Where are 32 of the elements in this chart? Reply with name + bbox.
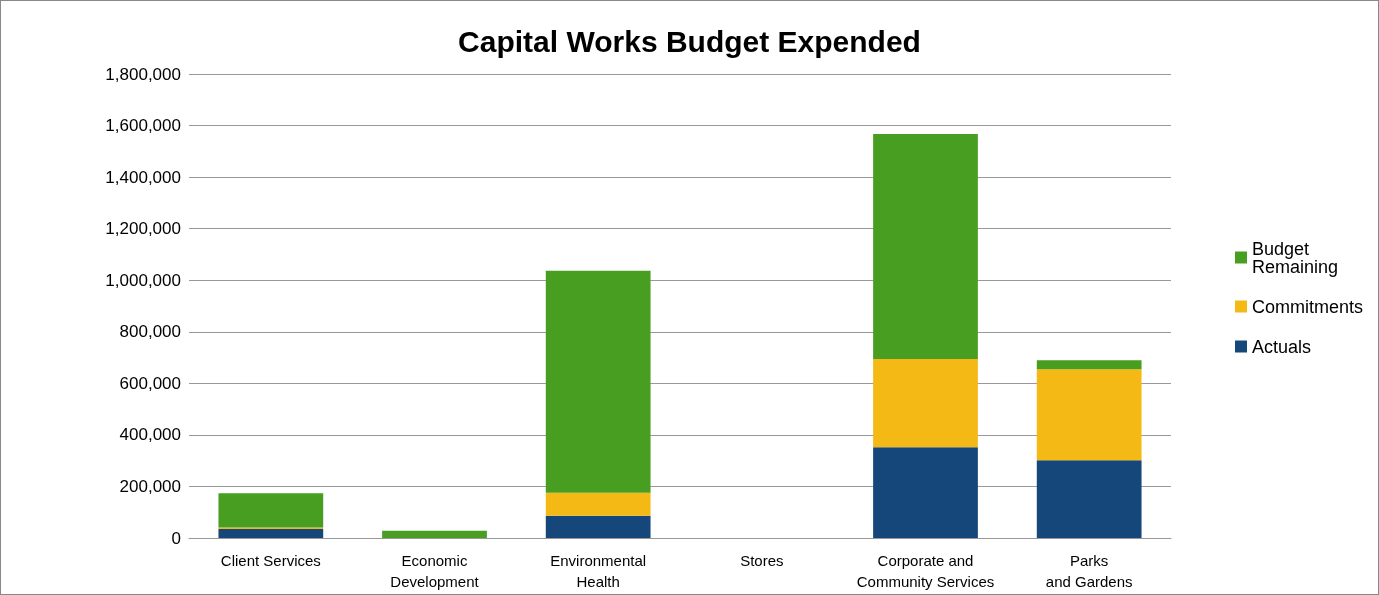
bar	[218, 528, 324, 538]
y-tick-label: 1,200,000	[105, 219, 181, 239]
x-tick-label: Corporate and Community Services	[856, 552, 995, 590]
legend-label: Budget Remaining	[1251, 238, 1339, 277]
y-tick-label: 600,000	[119, 373, 181, 393]
y-tick-label: 400,000	[119, 425, 181, 445]
bar	[873, 447, 978, 538]
bar	[382, 530, 487, 538]
bar	[545, 492, 651, 516]
y-tick-label: 1,800,000	[105, 64, 181, 84]
y-tick-label: 1,400,000	[105, 167, 181, 187]
y-tick-label: 1,000,000	[105, 270, 181, 290]
bar	[1036, 360, 1142, 370]
y-tick-label: 200,000	[119, 476, 181, 496]
y-tick-label: 1,600,000	[105, 116, 181, 136]
chart-title: Capital Works Budget Expended	[458, 24, 921, 58]
y-tick-label: 0	[171, 528, 181, 548]
x-tick-label: Client Services	[220, 552, 321, 569]
legend-label: Actuals	[1251, 336, 1312, 357]
x-tick-label: Parks and Gardens	[1045, 552, 1133, 590]
x-tick-label: Environmental Health	[550, 552, 647, 590]
x-tick-label: Economic Development	[390, 552, 480, 590]
x-tick-label: Stores	[740, 552, 784, 569]
bar	[545, 515, 651, 538]
bar	[545, 270, 651, 493]
legend-label: Commitments	[1251, 296, 1363, 317]
y-tick-label: 800,000	[119, 322, 181, 342]
bar	[873, 359, 978, 448]
bar	[1036, 460, 1142, 538]
bar	[873, 134, 978, 360]
bar	[1036, 369, 1142, 461]
bar	[218, 493, 324, 528]
